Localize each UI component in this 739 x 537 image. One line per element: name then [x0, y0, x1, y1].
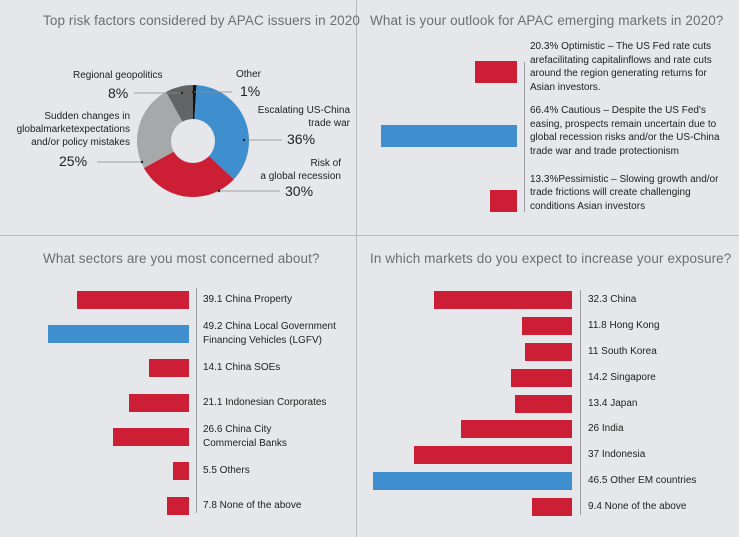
- bar-label-line: 11.8 Hong Kong: [588, 320, 660, 331]
- bar-label-line: 14.2 Singapore: [588, 372, 656, 383]
- bar-label-line: 7.8 None of the above: [203, 500, 302, 511]
- bar-indonesian-corporates: [128, 394, 189, 412]
- bar-label-line: 13.4 Japan: [588, 398, 638, 409]
- bar-axis: [524, 62, 525, 212]
- bar-china-property: [76, 291, 189, 309]
- bar-label: 14.1 China SOEs: [203, 361, 280, 375]
- bar-label: 7.8 None of the above: [203, 499, 301, 513]
- risk-factors-title: Top risk factors considered by APAC issu…: [43, 13, 360, 28]
- leader-dot: [217, 189, 221, 193]
- leader-dot: [191, 90, 195, 94]
- sectors-title: What sectors are you most concerned abou…: [43, 251, 320, 266]
- bar-south-korea: [524, 343, 572, 361]
- vertical-divider: [356, 0, 357, 537]
- bar-china: [433, 291, 572, 309]
- bar-label-line: 49.2 China Local Government: [203, 321, 336, 332]
- bar-label-line: 21.1 Indonesian Corporates: [203, 397, 327, 408]
- bar-label: 11 South Korea: [588, 345, 657, 359]
- bar-label: 32.3 China: [588, 293, 636, 307]
- bar-optimistic: [475, 61, 517, 83]
- bar-none-of-the-above: [531, 498, 572, 516]
- bar-axis: [196, 288, 197, 513]
- bar-label: 5.5 Others: [203, 464, 250, 478]
- bar-china-soes: [148, 359, 189, 377]
- bar-label: 13.3%Pessimistic – Slowing growth and/or…: [530, 173, 718, 214]
- label-trade-war: Escalating US-China trade war: [257, 105, 350, 129]
- bar-label: 26 India: [588, 422, 624, 436]
- leader-dot: [140, 160, 144, 164]
- markets-title: In which markets do you expect to increa…: [370, 251, 732, 266]
- label-sudden-changes: Sudden changes in globalmarketexpectation…: [16, 111, 130, 148]
- bar-label: 14.2 Singapore: [588, 371, 656, 385]
- label-geopolitics: Regional geopolitics: [73, 70, 163, 81]
- bar-label: 20.3% Optimistic – The US Fed rate cuts a…: [530, 40, 712, 94]
- bar-label-line: conditions Asian investors: [530, 200, 646, 212]
- bar-label-line: 32.3 China: [588, 294, 637, 305]
- bar-label: 46.5 Other EM countries: [588, 474, 696, 488]
- leader-dot: [242, 138, 246, 142]
- pct-geopolitics: 8%: [108, 85, 129, 101]
- bar-label-line: Financing Vehicles (LGFV): [203, 335, 322, 346]
- bar-label-line: Asian investors.: [530, 81, 601, 93]
- bar-label-line: 46.5 Other EM countries: [588, 475, 697, 486]
- bar-pessimistic: [489, 190, 517, 212]
- bar-label: 9.4 None of the above: [588, 500, 686, 514]
- bar-other-em-countries: [373, 472, 572, 490]
- label-recession: Risk of a global recession: [260, 158, 341, 182]
- bar-label-line: 9.4 None of the above: [588, 501, 687, 512]
- bar-label: 11.8 Hong Kong: [588, 319, 660, 333]
- bar-label-line: 14.1 China SOEs: [203, 362, 281, 373]
- bar-label: 26.6 China City Commercial Banks: [203, 423, 287, 451]
- bar-label-line: 20.3% Optimistic – The US Fed rate cuts: [530, 41, 712, 52]
- bar-label-line: around the region generating returns for: [530, 68, 707, 79]
- bar-label-line: 66.4% Cautious – Despite the US Fed's: [530, 105, 706, 116]
- bar-label-line: global recession risks and/or the US-Chi…: [530, 132, 720, 143]
- bar-cautious: [381, 125, 517, 147]
- bar-axis: [580, 290, 581, 515]
- bar-label-line: 37 Indonesia: [588, 449, 646, 460]
- bar-label: 37 Indonesia: [588, 448, 645, 462]
- bar-china-city-commercial-banks: [112, 428, 189, 446]
- donut-slice-risk-of-a-global-recession: [143, 141, 234, 198]
- bar-none-of-the-above: [166, 497, 189, 515]
- label-other: Other: [236, 69, 262, 80]
- donut-slice-sudden-changes-in-globalmarketexpectations-and-or-policy-mistakes: [137, 91, 193, 168]
- bar-label: 66.4% Cautious – Despite the US Fed's eas…: [530, 104, 720, 158]
- bar-label: 39.1 China Property: [203, 293, 292, 307]
- bar-label-line: 26 India: [588, 423, 624, 434]
- bar-hong-kong: [521, 317, 572, 335]
- bar-china-local-government-financing-vehicles-lgfv: [48, 325, 189, 343]
- bar-others: [173, 462, 189, 480]
- bar-label: 21.1 Indonesian Corporates: [203, 396, 326, 410]
- bar-label-line: 5.5 Others: [203, 465, 250, 476]
- bar-label-line: 13.3%Pessimistic – Slowing growth and/or: [530, 173, 719, 185]
- pct-sudden-changes: 25%: [59, 153, 88, 169]
- bar-singapore: [511, 369, 572, 387]
- bar-label-line: 11 South Korea: [588, 346, 657, 357]
- leader-dot: [180, 91, 184, 95]
- bar-label-line: Commercial Banks: [203, 438, 287, 449]
- bar-label: 49.2 China Local Government Financing Veh…: [203, 320, 336, 348]
- pct-other: 1%: [240, 83, 261, 99]
- pct-recession: 30%: [285, 183, 314, 199]
- donut-slice-escalating-us-china-trade-war: [193, 85, 250, 180]
- pct-trade-war: 36%: [287, 131, 316, 147]
- horizontal-divider: [0, 235, 739, 236]
- bar-label-line: arefacilitating capitalinflows and rate …: [530, 54, 712, 66]
- bar-label-line: trade frictions will create challenging: [530, 187, 691, 199]
- bar-label: 13.4 Japan: [588, 397, 638, 411]
- donut-hole: [171, 119, 215, 163]
- bar-japan: [514, 395, 572, 413]
- bar-indonesia: [413, 446, 572, 464]
- bar-label-line: 39.1 China Property: [203, 294, 292, 305]
- bar-label-line: 26.6 China City: [203, 424, 272, 435]
- outlook-title: What is your outlook for APAC emerging m…: [370, 13, 724, 28]
- bar-label-line: trade war and trade protectionism: [530, 145, 679, 157]
- bar-label-line: easing, prospects remain uncertain due t…: [530, 118, 717, 130]
- bar-india: [460, 420, 572, 438]
